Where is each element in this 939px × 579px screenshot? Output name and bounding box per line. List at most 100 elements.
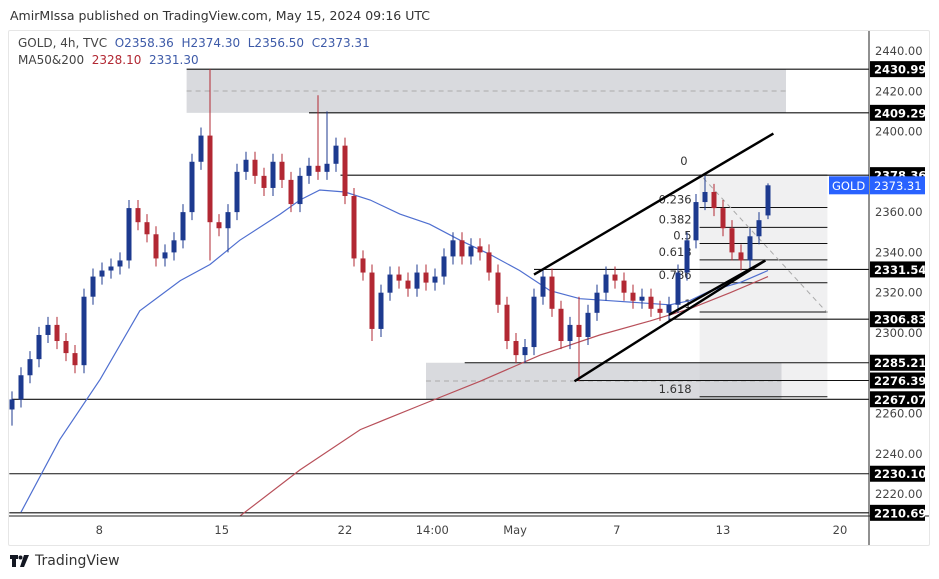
fib-level-label: 1.618 <box>659 382 692 396</box>
candle-body <box>576 324 582 337</box>
candle-body <box>405 280 411 289</box>
candle-body <box>621 280 627 293</box>
candle-body <box>693 202 699 241</box>
candle-body <box>342 145 348 197</box>
candle-body <box>594 292 600 313</box>
candle-body <box>441 256 447 277</box>
candle-body <box>747 236 753 261</box>
brand-name: TradingView <box>35 553 120 569</box>
candle-body <box>99 270 105 277</box>
candle-body <box>513 341 519 356</box>
channel-trendline <box>533 132 775 276</box>
candle-body <box>243 159 249 172</box>
candle-body <box>738 252 744 261</box>
candle-body <box>675 272 681 305</box>
fib-level-label: 0 <box>680 154 687 168</box>
price-level-tag-label: 2409.29 <box>874 106 926 120</box>
price-level-tag-label: 2285.21 <box>874 356 926 370</box>
channel-trendline <box>668 259 766 316</box>
candle-body <box>54 324 60 342</box>
candle-body <box>234 171 240 213</box>
time-tick-label: 15 <box>214 523 229 537</box>
candle-body <box>378 292 384 329</box>
candle-body <box>153 234 159 259</box>
price-level-tag <box>870 465 925 482</box>
tradingview-logo[interactable]: TradingView <box>10 553 120 569</box>
time-tick-label: 20 <box>833 523 848 537</box>
candle-body <box>684 240 690 273</box>
time-tick-label: 22 <box>338 523 353 537</box>
chart-legend: GOLD, 4h, TVC O2358.36 H2374.30 L2356.50… <box>18 35 370 69</box>
candle-body <box>585 312 591 337</box>
candle-body <box>756 220 762 237</box>
price-tick-label: 2300.00 <box>875 326 923 340</box>
candle-body <box>72 353 78 366</box>
price-level-tag <box>870 311 925 328</box>
ma50-value: 2328.10 <box>91 53 142 67</box>
candle-body <box>45 324 51 335</box>
candle-body <box>459 240 465 257</box>
time-tick-label: May <box>503 523 527 537</box>
price-tick-label: 2220.00 <box>875 487 923 501</box>
candle-body <box>450 240 456 257</box>
candle-body <box>657 308 663 313</box>
price-tick-label: 2420.00 <box>875 84 923 98</box>
candle-body <box>666 304 672 313</box>
candle-body <box>549 276 555 309</box>
price-level-tag <box>870 354 925 371</box>
candle-body <box>396 274 402 281</box>
candle-body <box>432 276 438 283</box>
chart-frame <box>8 30 930 546</box>
price-tick-label: 2320.00 <box>875 286 923 300</box>
candle-body <box>603 274 609 293</box>
symbol-tag-label: GOLD <box>832 179 865 193</box>
candle-body <box>360 258 366 273</box>
symbol-info[interactable]: GOLD, 4h, TVC <box>18 36 108 50</box>
candle-body <box>162 252 168 259</box>
last-price-tag <box>870 176 925 195</box>
price-level-tag <box>870 261 925 278</box>
candle-body <box>369 272 375 329</box>
candle-body <box>648 296 654 309</box>
ma200-line <box>239 276 769 516</box>
candle-body <box>423 272 429 283</box>
candle-body <box>351 196 357 259</box>
candle-body <box>567 324 573 342</box>
candle-body <box>720 208 726 229</box>
price-tick-label: 2240.00 <box>875 447 923 461</box>
candle-body <box>711 191 717 209</box>
time-tick-label: 14:00 <box>416 523 449 537</box>
candle-body <box>477 246 483 253</box>
candle-body <box>540 276 546 297</box>
candle-body <box>306 165 312 176</box>
price-tick-label: 2440.00 <box>875 44 923 58</box>
low-value: L2356.50 <box>247 36 305 50</box>
price-level-tag-label: 2276.39 <box>874 374 926 388</box>
candle-body <box>126 208 132 261</box>
candle-body <box>63 341 69 354</box>
ma-label[interactable]: MA50&200 <box>18 53 85 67</box>
price-tick-label: 2400.00 <box>875 125 923 139</box>
time-tick-label: 8 <box>96 523 103 537</box>
candle-body <box>198 135 204 162</box>
price-level-tag-label: 2306.83 <box>874 313 926 327</box>
candle-body <box>180 212 186 241</box>
fib-level-label: 0.786 <box>659 268 692 282</box>
open-value: O2358.36 <box>114 36 174 50</box>
candle-body <box>765 185 771 216</box>
candle-body <box>612 274 618 281</box>
candle-body <box>495 272 501 305</box>
fib-level-label: 0.618 <box>659 245 692 259</box>
candle-body <box>639 296 645 301</box>
price-level-tag-label: 2267.07 <box>874 393 926 407</box>
price-level-tag-label: 2230.10 <box>874 467 926 481</box>
publish-info: AmirMIssa published on TradingView.com, … <box>10 8 431 23</box>
candle-body <box>81 296 87 366</box>
candle-body <box>117 260 123 267</box>
price-level-tag <box>870 61 925 78</box>
candle-body <box>468 246 474 257</box>
candle-body <box>189 161 195 213</box>
last-price-label: 2373.31 <box>874 179 922 193</box>
